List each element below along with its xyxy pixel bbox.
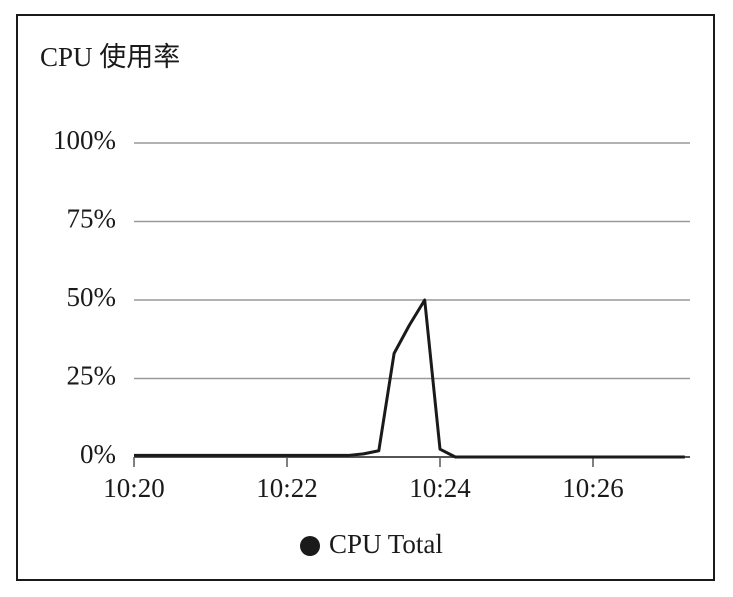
legend-marker bbox=[300, 536, 320, 556]
x-tick-label: 10:24 bbox=[409, 473, 471, 503]
y-tick-label: 100% bbox=[53, 125, 116, 155]
y-tick-label: 75% bbox=[67, 204, 117, 234]
chart-frame bbox=[16, 14, 715, 581]
series-line bbox=[134, 298, 685, 459]
y-tick-label: 0% bbox=[80, 439, 116, 469]
y-tick-label: 50% bbox=[67, 282, 117, 312]
y-tick-label: 25% bbox=[67, 361, 117, 391]
legend-label: CPU Total bbox=[329, 529, 443, 559]
x-tick-label: 10:20 bbox=[103, 473, 165, 503]
chart-title: CPU 使用率 bbox=[40, 42, 180, 72]
x-tick-label: 10:22 bbox=[256, 473, 318, 503]
x-tick-label: 10:26 bbox=[562, 473, 624, 503]
